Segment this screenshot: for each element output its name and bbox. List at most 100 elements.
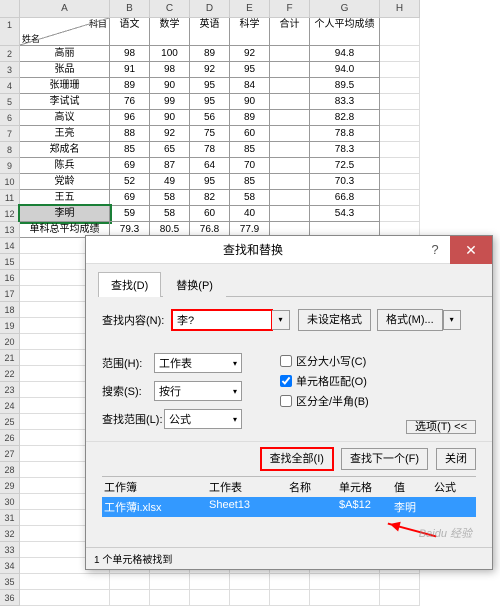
cell-B1[interactable]: 语文 xyxy=(110,18,150,46)
find-what-dropdown[interactable]: ▾ xyxy=(272,310,290,330)
row-header[interactable]: 25 xyxy=(0,414,20,430)
cell[interactable] xyxy=(310,590,380,606)
cell[interactable]: 96 xyxy=(110,110,150,126)
row-1-header[interactable]: 1 xyxy=(0,18,20,46)
cell[interactable] xyxy=(270,46,310,62)
cell[interactable] xyxy=(380,142,420,158)
lookin-select[interactable]: 公式▾ xyxy=(164,409,242,429)
row-header[interactable]: 9 xyxy=(0,158,20,174)
cell[interactable]: 66.8 xyxy=(310,190,380,206)
cell[interactable]: 60 xyxy=(230,126,270,142)
match-case-checkbox[interactable]: 区分大小写(C) xyxy=(280,353,369,369)
row-header[interactable]: 4 xyxy=(0,78,20,94)
no-format-button[interactable]: 未设定格式 xyxy=(298,309,371,331)
cell[interactable]: 95 xyxy=(190,94,230,110)
row-header[interactable]: 13 xyxy=(0,222,20,238)
row-header[interactable]: 35 xyxy=(0,574,20,590)
cell[interactable]: 82 xyxy=(190,190,230,206)
cell[interactable] xyxy=(230,590,270,606)
col-E[interactable]: E xyxy=(230,0,270,18)
cell[interactable]: 89.5 xyxy=(310,78,380,94)
row-header[interactable]: 27 xyxy=(0,446,20,462)
cell[interactable]: 78.3 xyxy=(310,142,380,158)
close-button[interactable]: ✕ xyxy=(450,236,492,264)
cell[interactable] xyxy=(380,206,420,222)
cell[interactable] xyxy=(270,574,310,590)
cell[interactable]: 高议 xyxy=(20,110,110,126)
row-header[interactable]: 33 xyxy=(0,542,20,558)
match-entire-checkbox[interactable]: 单元格匹配(O) xyxy=(280,373,369,389)
result-row[interactable]: 工作薄i.xlsx Sheet13 $A$12 李明 xyxy=(102,497,476,517)
cell[interactable]: 54.3 xyxy=(310,206,380,222)
cell[interactable] xyxy=(270,590,310,606)
row-header[interactable]: 11 xyxy=(0,190,20,206)
dialog-close-button[interactable]: 关闭 xyxy=(436,448,476,470)
cell[interactable] xyxy=(270,142,310,158)
find-all-button[interactable]: 查找全部(I) xyxy=(261,448,333,470)
cell[interactable]: 王亮 xyxy=(20,126,110,142)
row-header[interactable]: 23 xyxy=(0,382,20,398)
row-header[interactable]: 17 xyxy=(0,286,20,302)
row-header[interactable]: 22 xyxy=(0,366,20,382)
format-dropdown[interactable]: ▾ xyxy=(443,310,461,330)
cell[interactable]: 83.3 xyxy=(310,94,380,110)
cell[interactable]: 85 xyxy=(230,142,270,158)
cell[interactable]: 91 xyxy=(110,62,150,78)
cell[interactable]: 40 xyxy=(230,206,270,222)
cell[interactable]: 78.8 xyxy=(310,126,380,142)
cell[interactable] xyxy=(270,94,310,110)
cell[interactable] xyxy=(150,574,190,590)
cell[interactable]: 张珊珊 xyxy=(20,78,110,94)
format-button[interactable]: 格式(M)... xyxy=(377,309,443,331)
cell[interactable]: 56 xyxy=(190,110,230,126)
cell[interactable] xyxy=(380,590,420,606)
cell[interactable]: 85 xyxy=(230,174,270,190)
find-next-button[interactable]: 查找下一个(F) xyxy=(341,448,428,470)
col-G[interactable]: G xyxy=(310,0,380,18)
cell[interactable] xyxy=(270,126,310,142)
cell[interactable]: 69 xyxy=(110,158,150,174)
col-C[interactable]: C xyxy=(150,0,190,18)
cell[interactable]: 90 xyxy=(230,94,270,110)
dialog-titlebar[interactable]: 查找和替换 ? ✕ xyxy=(86,236,492,264)
cell[interactable]: 52 xyxy=(110,174,150,190)
row-header[interactable]: 12 xyxy=(0,206,20,222)
help-button[interactable]: ? xyxy=(420,242,450,257)
row-header[interactable]: 34 xyxy=(0,558,20,574)
cell[interactable]: 78 xyxy=(190,142,230,158)
select-all-cell[interactable] xyxy=(0,0,20,18)
cell[interactable]: 王五 xyxy=(20,190,110,206)
find-what-input[interactable] xyxy=(172,310,272,330)
cell[interactable]: 100 xyxy=(150,46,190,62)
cell[interactable] xyxy=(230,574,270,590)
cell[interactable]: 90 xyxy=(150,78,190,94)
cell[interactable]: 94.0 xyxy=(310,62,380,78)
cell-D1[interactable]: 英语 xyxy=(190,18,230,46)
cell[interactable]: 94.8 xyxy=(310,46,380,62)
row-header[interactable]: 26 xyxy=(0,430,20,446)
col-D[interactable]: D xyxy=(190,0,230,18)
cell[interactable] xyxy=(380,174,420,190)
row-header[interactable]: 8 xyxy=(0,142,20,158)
cell[interactable]: 88 xyxy=(110,126,150,142)
cell[interactable]: 64 xyxy=(190,158,230,174)
cell[interactable]: 70.3 xyxy=(310,174,380,190)
cell[interactable] xyxy=(380,78,420,94)
cell[interactable] xyxy=(310,574,380,590)
cell[interactable]: 85 xyxy=(110,142,150,158)
cell[interactable] xyxy=(270,158,310,174)
cell[interactable]: 70 xyxy=(230,158,270,174)
cell-A1[interactable]: 科目姓名 xyxy=(20,18,110,46)
cell[interactable] xyxy=(380,190,420,206)
cell[interactable] xyxy=(270,174,310,190)
cell-C1[interactable]: 数学 xyxy=(150,18,190,46)
cell[interactable]: 76 xyxy=(110,94,150,110)
cell[interactable] xyxy=(20,590,110,606)
row-header[interactable]: 5 xyxy=(0,94,20,110)
cell[interactable]: 陈兵 xyxy=(20,158,110,174)
cell[interactable]: 98 xyxy=(150,62,190,78)
options-button[interactable]: 选项(T) << xyxy=(406,420,476,434)
cell[interactable] xyxy=(190,590,230,606)
col-B[interactable]: B xyxy=(110,0,150,18)
cell[interactable]: 90 xyxy=(150,110,190,126)
